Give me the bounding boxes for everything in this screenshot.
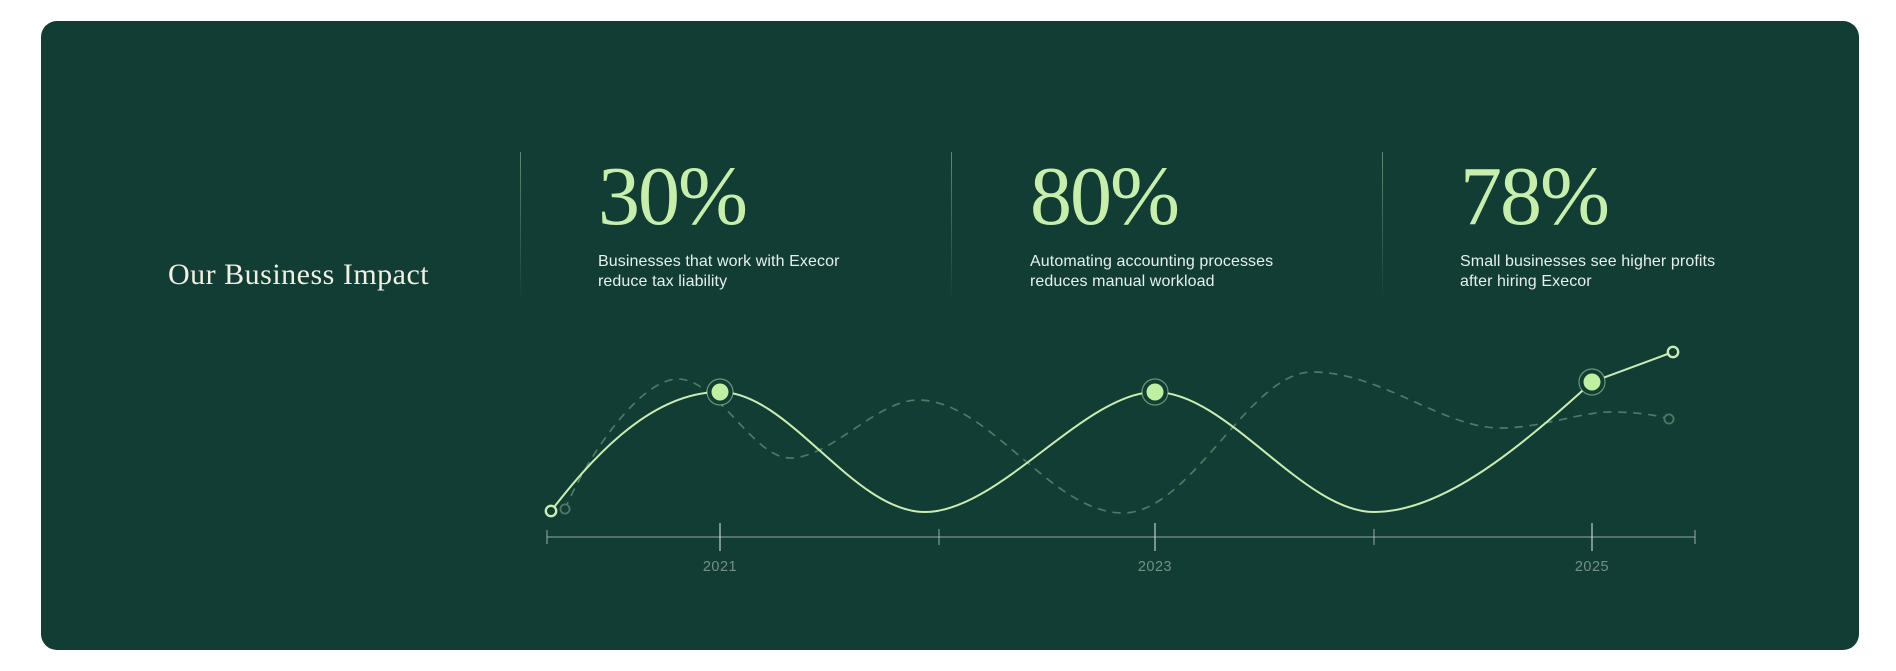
data-point (1146, 383, 1164, 401)
stat-description-line: Small businesses see higher profits (1460, 253, 1716, 270)
stat-description: Businesses that work with Execor reduce … (598, 252, 928, 292)
stat-description-line: reduce tax liability (598, 273, 728, 290)
stat-description: Small businesses see higher profits afte… (1460, 252, 1790, 292)
section-heading: Our Business Impact (168, 258, 430, 291)
stat-description-line: after hiring Execor (1460, 273, 1592, 290)
impact-panel: Our Business Impact 30% Businesses that … (41, 21, 1859, 650)
stat-value: 30% (598, 150, 748, 243)
stat-column-tax-liability: 30% Businesses that work with Execor red… (598, 152, 928, 292)
stat-value: 78% (1460, 150, 1610, 243)
impact-chart: 2021 2023 2025 (544, 345, 1696, 575)
data-point (1583, 373, 1601, 391)
column-divider (951, 152, 952, 296)
stat-description-line: Automating accounting processes (1030, 253, 1274, 270)
axis-year-label: 2025 (1575, 559, 1609, 575)
stat-description: Automating accounting processes reduces … (1030, 252, 1360, 292)
highlight-trend-solid-path (550, 351, 1674, 514)
baseline-trend-dashed-end-circle (1663, 413, 1675, 425)
stat-description-line: Businesses that work with Execor (598, 253, 840, 270)
baseline-trend-dashed-start-circle (559, 503, 571, 515)
column-divider (520, 152, 521, 296)
highlight-trend-solid-start-circle (544, 504, 558, 518)
axis-year-label: 2023 (1138, 559, 1172, 575)
highlight-trend-solid-end-circle (1666, 345, 1680, 359)
stat-description-line: reduces manual workload (1030, 273, 1215, 290)
column-divider (1382, 152, 1383, 296)
stat-column-automation: 80% Automating accounting processes redu… (1030, 152, 1360, 292)
axis-year-label: 2021 (703, 559, 737, 575)
stat-value: 80% (1030, 150, 1180, 243)
stat-column-profits: 78% Small businesses see higher profits … (1460, 152, 1790, 292)
data-point (711, 383, 729, 401)
